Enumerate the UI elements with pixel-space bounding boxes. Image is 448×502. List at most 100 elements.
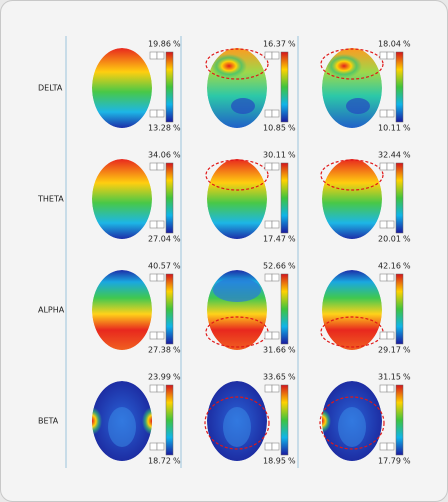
arrow-button xyxy=(386,384,395,393)
min-value: 18.95 xyxy=(263,457,286,466)
color-bar xyxy=(280,162,289,234)
topo-fill xyxy=(322,270,382,350)
color-bar xyxy=(395,384,404,456)
arrow-button xyxy=(156,331,165,340)
topo-fill xyxy=(92,48,152,128)
topo-map xyxy=(92,48,152,128)
topo-fill xyxy=(92,159,152,239)
arrow-button xyxy=(271,162,280,171)
max-value: 33.65 xyxy=(263,373,286,382)
max-value: 31.15 xyxy=(378,373,401,382)
arrow-button xyxy=(264,162,273,171)
topo-map xyxy=(92,381,152,461)
unit: % xyxy=(288,457,296,466)
highlight-ring xyxy=(320,48,384,80)
arrow-button xyxy=(271,220,280,229)
topo-map xyxy=(207,381,267,461)
arrow-button xyxy=(264,51,273,60)
unit: % xyxy=(288,40,296,49)
arrow-button xyxy=(156,162,165,171)
color-bar xyxy=(395,51,404,123)
arrow-button xyxy=(264,331,273,340)
topo-map xyxy=(322,381,382,461)
arrow-button xyxy=(379,109,388,118)
mid-spot xyxy=(223,407,251,447)
hot-spot xyxy=(211,54,247,78)
unit: % xyxy=(403,151,411,160)
highlight-ring xyxy=(204,396,270,450)
arrow-button xyxy=(264,273,273,282)
unit: % xyxy=(288,373,296,382)
arrow-button xyxy=(386,273,395,282)
unit: % xyxy=(403,262,411,271)
topo-map xyxy=(207,270,267,350)
arrow-button xyxy=(386,51,395,60)
unit: % xyxy=(173,262,181,271)
topo-map xyxy=(322,48,382,128)
topo-fill xyxy=(207,159,267,239)
max-value: 34.06 xyxy=(148,151,171,160)
topo-fill xyxy=(322,159,382,239)
unit: % xyxy=(288,346,296,355)
unit: % xyxy=(403,235,411,244)
arrow-button xyxy=(386,220,395,229)
unit: % xyxy=(173,373,181,382)
arrow-button xyxy=(149,273,158,282)
unit: % xyxy=(288,262,296,271)
unit: % xyxy=(173,151,181,160)
arrow-button xyxy=(264,442,273,451)
unit: % xyxy=(173,124,181,133)
max-value: 42.16 xyxy=(378,262,401,271)
hot-spot xyxy=(142,407,152,435)
row-label: THETA xyxy=(37,195,64,204)
unit: % xyxy=(173,457,181,466)
unit: % xyxy=(403,346,411,355)
highlight-ring xyxy=(319,396,385,450)
topo-map xyxy=(207,48,267,128)
hot-spot xyxy=(326,54,362,78)
unit: % xyxy=(288,124,296,133)
arrow-button xyxy=(379,331,388,340)
arrow-button xyxy=(271,273,280,282)
arrow-button xyxy=(156,51,165,60)
min-value: 18.72 xyxy=(148,457,171,466)
color-bar xyxy=(165,51,174,123)
max-value: 52.66 xyxy=(263,262,286,271)
hot-spot xyxy=(322,409,331,433)
unit: % xyxy=(173,235,181,244)
unit: % xyxy=(403,40,411,49)
unit: % xyxy=(403,457,411,466)
arrow-button xyxy=(156,109,165,118)
arrow-button xyxy=(271,331,280,340)
max-value: 40.57 xyxy=(148,262,171,271)
color-bar xyxy=(165,384,174,456)
min-value: 27.04 xyxy=(148,235,171,244)
min-value: 20.01 xyxy=(378,235,401,244)
topo-map xyxy=(92,159,152,239)
color-bar xyxy=(280,273,289,345)
topo-map xyxy=(207,159,267,239)
hot-spot xyxy=(92,407,102,435)
arrow-button xyxy=(149,220,158,229)
unit: % xyxy=(288,151,296,160)
topo-map xyxy=(322,270,382,350)
cool-spot xyxy=(213,278,261,302)
arrow-button xyxy=(149,384,158,393)
color-bar xyxy=(280,384,289,456)
min-value: 17.79 xyxy=(378,457,401,466)
max-value: 16.37 xyxy=(263,40,286,49)
arrow-button xyxy=(386,109,395,118)
highlight-ring xyxy=(205,159,269,191)
arrow-button xyxy=(271,442,280,451)
cool-spot xyxy=(231,98,255,114)
arrow-button xyxy=(271,109,280,118)
color-bar xyxy=(165,273,174,345)
min-value: 10.11 xyxy=(378,124,401,133)
arrow-button xyxy=(379,220,388,229)
unit: % xyxy=(173,40,181,49)
color-bar xyxy=(395,162,404,234)
max-value: 30.11 xyxy=(263,151,286,160)
arrow-button xyxy=(264,220,273,229)
arrow-button xyxy=(386,162,395,171)
